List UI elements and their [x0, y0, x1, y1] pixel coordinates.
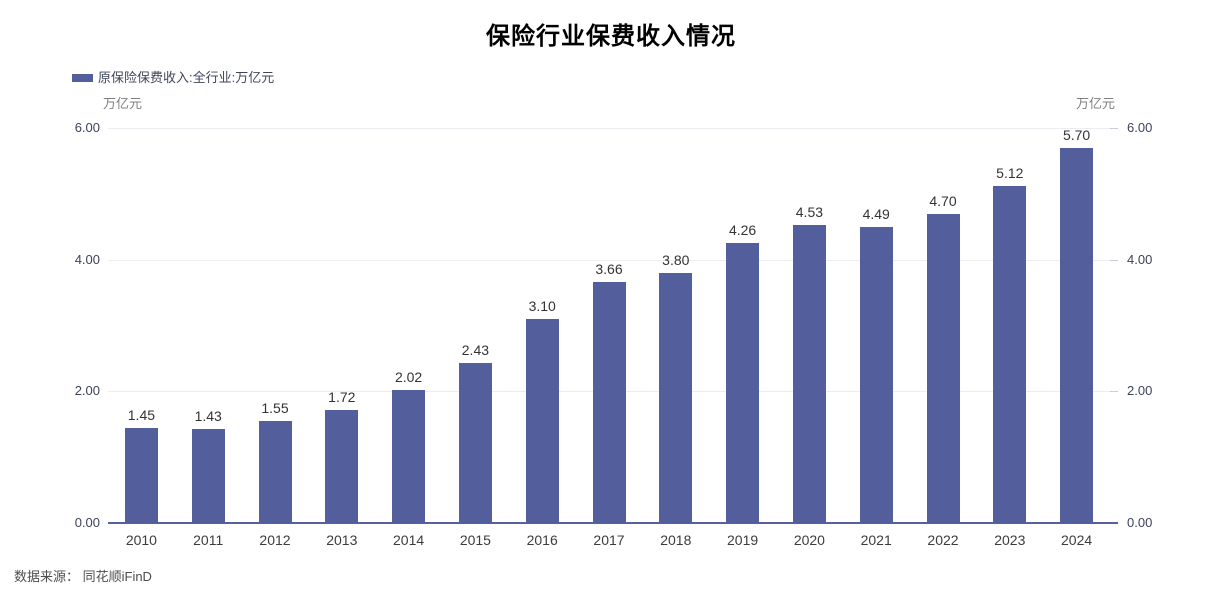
bar-2018[interactable]	[659, 272, 693, 523]
y-axis-unit-right: 万亿元	[1075, 96, 1115, 111]
bar-value-label: 2.43	[461, 342, 490, 359]
right-axis-tick	[1110, 260, 1118, 261]
bar-2013[interactable]	[325, 409, 359, 523]
chart-title: 保险行业保费收入情况	[486, 23, 736, 50]
bar-value-label: 4.70	[929, 192, 957, 209]
bar-value-label: 4.49	[862, 206, 890, 223]
bar-2021[interactable]	[859, 227, 893, 523]
bar-2022[interactable]	[926, 213, 960, 523]
y-axis-tick-label-right: 2.00	[1127, 383, 1153, 398]
bar-value-label: 5.70	[1062, 126, 1091, 143]
x-axis-label: 2024	[1061, 532, 1093, 548]
bar-2010[interactable]	[124, 427, 158, 523]
bar-value-label: 1.43	[194, 407, 222, 424]
bar-value-label: 5.12	[996, 164, 1024, 181]
x-axis-label: 2012	[259, 532, 291, 548]
gridline	[108, 128, 1110, 129]
x-axis-label: 2023	[994, 532, 1026, 548]
bar-2012[interactable]	[258, 420, 292, 523]
y-axis-tick-label-left: 0.00	[74, 515, 100, 530]
x-axis-label: 2010	[125, 532, 157, 548]
y-axis-tick-label-right: 4.00	[1127, 252, 1153, 267]
bar-value-label: 4.53	[795, 203, 824, 220]
y-axis-tick-label-left: 4.00	[74, 252, 100, 267]
bar-2015[interactable]	[458, 363, 492, 523]
right-axis-tick	[1110, 391, 1118, 392]
data-source-note: 数据来源： 同花顺iFinD	[14, 569, 152, 584]
bar-2023[interactable]	[993, 185, 1027, 523]
x-axis-label: 2015	[459, 532, 491, 548]
x-axis-label: 2017	[593, 532, 625, 548]
bar-2020[interactable]	[792, 224, 826, 523]
bar-2019[interactable]	[726, 242, 760, 523]
legend-label: 原保险保费收入:全行业:万亿元	[98, 70, 275, 85]
y-axis-tick-label-left: 6.00	[74, 120, 100, 135]
bar-value-label: 1.55	[261, 399, 289, 416]
x-axis-line	[108, 522, 1118, 524]
y-axis-tick-label-left: 2.00	[74, 383, 100, 398]
bar-value-label: 1.45	[127, 406, 156, 423]
x-axis-label: 2022	[927, 532, 959, 548]
bar-2016[interactable]	[525, 318, 559, 523]
x-axis-label: 2014	[393, 532, 425, 548]
legend-item[interactable]: 原保险保费收入:全行业:万亿元	[72, 70, 274, 86]
bar-value-label: 3.66	[595, 261, 623, 278]
y-axis-tick-label-right: 6.00	[1127, 120, 1153, 135]
bar-2014[interactable]	[392, 390, 426, 523]
x-axis-label: 2018	[660, 532, 692, 548]
bar-2017[interactable]	[592, 282, 626, 523]
x-axis-label: 2013	[326, 532, 358, 548]
bar-value-label: 3.10	[528, 297, 556, 314]
y-axis-unit-left: 万亿元	[103, 96, 143, 111]
bar-2011[interactable]	[191, 428, 225, 523]
bar-value-label: 1.72	[328, 388, 356, 405]
y-axis-tick-label-right: 0.00	[1127, 515, 1153, 530]
bar-2024[interactable]	[1060, 147, 1094, 523]
x-axis-label: 2011	[193, 532, 224, 548]
bar-value-label: 3.80	[662, 251, 690, 268]
gridline	[108, 260, 1110, 261]
bar-value-label: 2.02	[394, 369, 423, 386]
x-axis-label: 2019	[727, 532, 759, 548]
x-axis-label: 2020	[793, 532, 825, 548]
x-axis-label: 2021	[860, 532, 892, 548]
right-axis-tick	[1110, 128, 1118, 129]
bar-value-label: 4.26	[728, 221, 757, 238]
legend-marker-swatch	[72, 74, 93, 82]
x-axis-label: 2016	[526, 532, 558, 548]
